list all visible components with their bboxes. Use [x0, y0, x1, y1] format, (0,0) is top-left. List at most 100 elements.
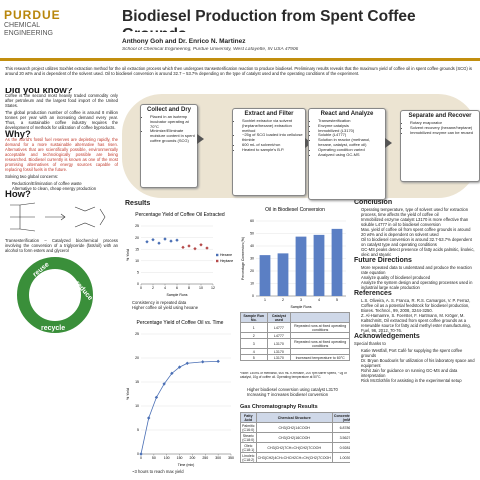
y-tick-label: 20 [250, 269, 254, 273]
process-box: Separate and RecoverRotary evaporatorSol… [400, 110, 480, 182]
point [193, 247, 197, 251]
process-box: Extract and FilterSoxhlet extractor via … [232, 108, 306, 196]
y-axis-label: % Yield [126, 249, 130, 261]
paragraph: As the world's fossil fuel reserves are … [5, 137, 118, 172]
header-cell: Sample Run No. [240, 312, 268, 323]
process-list: Placed in an isotemp incubator operating… [143, 114, 195, 144]
x-tick-label: 5 [336, 298, 338, 302]
right-column: ConclusionOperating temperature, type of… [354, 200, 476, 478]
heading: Did you know? [5, 88, 73, 96]
x-tick-label: 0 [140, 286, 142, 290]
cell: Stearic (C18:0) [240, 432, 257, 443]
cell: 3.562774 [331, 432, 350, 443]
x-tick-label: 100 [164, 456, 170, 460]
list-item: Increasing T increases biodiesel convers… [247, 392, 350, 397]
y-tick-label: 10 [250, 282, 254, 286]
logo-bottom: CHEMICAL ENGINEERING [4, 22, 54, 37]
y-tick-label: 25 [135, 332, 139, 336]
cell: 1.003957 [331, 452, 350, 463]
list-item: Rick McGlothlin for assisting in the exp… [361, 378, 476, 383]
header-cell [290, 312, 350, 323]
point [163, 237, 167, 241]
list-item: Oil to biodiesel conversion is around 32… [361, 237, 476, 247]
x-tick-label: 1 [264, 298, 266, 302]
cell: CH3(CH2)4CH=CHCH2CH=CH(CH2)7COOH [255, 452, 333, 463]
paragraph: Coffee is the second most heavily traded… [5, 93, 118, 108]
note: *Note: 140mL of methanol, 600 mL n-Hexan… [240, 372, 347, 379]
list: L.S. Oliveira, A. S. Franca, R. R.S. Cam… [354, 298, 476, 333]
point [216, 359, 220, 364]
cycle-word: recycle [41, 325, 65, 332]
list-item: Immobilized enzyme can be reused [410, 130, 477, 136]
heading: How? [5, 189, 31, 200]
chart-title: Percentage Yield of Coffee Oil vs. Time [137, 320, 224, 326]
list-item: Analyze quality of biodiesel produced [361, 275, 476, 280]
x-tick-label: 150 [177, 456, 183, 460]
bar [295, 236, 307, 296]
list: More repeated data to understand and pro… [354, 265, 476, 290]
point [147, 416, 151, 420]
bar [313, 234, 325, 296]
results-heading: Results [125, 200, 235, 209]
list-item: Consistency in repeated data [132, 300, 235, 305]
chart: Percentage Yield of Coffee Oil vs. Time T… [126, 320, 234, 467]
list-item: Heated to sample's B.P. [242, 147, 303, 153]
x-tick-label: 0 [140, 456, 142, 460]
point [201, 360, 205, 364]
paragraph: Solving two global concerns: [5, 174, 59, 179]
bullets: Consistency in repeated dataHigher coffe… [125, 299, 235, 311]
list-item: 600 mL of solvent/run [242, 142, 303, 148]
logo-top: PURDUE [4, 8, 61, 22]
process-title: Extract and Filter [244, 111, 294, 117]
point [162, 382, 166, 386]
table-row: Palmitic (C16:0)CH3(CH2)14COOH6.87865235… [240, 422, 350, 433]
process-box: Collect and DryPlaced in an isotemp incu… [140, 104, 198, 188]
y-tick-label: 50 [250, 232, 254, 236]
heading: Acknowledgements [354, 333, 420, 340]
header-cell: Fatty Acid [240, 412, 257, 423]
list-item: ~3 hours to reach max yield [132, 469, 235, 474]
y-tick-label: 40 [250, 244, 254, 248]
point [154, 395, 159, 400]
x-tick-label: 12 [211, 286, 215, 290]
table-row: Oleic (C18:1) CH3(CH2)7CH=CH(CH2)7COOH 0.9… [240, 442, 350, 453]
cell: 3 [240, 338, 268, 349]
y-tick-label: 30 [250, 257, 254, 261]
gc-heading: Gas Chromatography Results [240, 404, 318, 410]
authors: Anthony Goh and Dr. Enrico N. Martinez [122, 38, 246, 45]
cell: Palmitic (C16:0) [240, 422, 257, 433]
title: Biodiesel Production from Spent Coffee G… [122, 8, 416, 32]
list-item: Dr. Bryan Boudouris for utilization of h… [361, 358, 476, 368]
cell: L4777 [266, 322, 292, 333]
y-tick-label: 5 [137, 271, 139, 275]
x-tick-label: 4 [164, 286, 166, 290]
chart: Oil in Biodiesel Conversion Sample Runs Pe… [241, 207, 346, 309]
bullets: Higher biodiesel conversion using cataly… [240, 386, 350, 398]
list-item: Alternative to clean, cheap energy produ… [12, 186, 118, 191]
x-tick-label: 2 [152, 286, 154, 290]
cell: CH3(CH2)7CH=CH(CH2)7COOH [255, 442, 333, 453]
list-item: Rohit Jain for guidance on running GC-MS… [361, 368, 476, 378]
line [140, 360, 219, 455]
table-row: Stearic (C18:0)CH3(CH2)16COOH3.56277419.… [240, 432, 350, 443]
cell: L3170 [266, 338, 292, 349]
process-box: React and AnalyzeTransesterificationEnzy… [308, 108, 386, 200]
list-item: Minimize/Eliminate moisture content in s… [150, 128, 195, 143]
header-cell: Concentrations (mM) [331, 412, 350, 423]
paragraph: Special thanks to [354, 341, 386, 346]
table-row: Sample Run No. Catalyst used [240, 312, 350, 323]
x-tick-label: 4 [318, 298, 320, 302]
point [151, 237, 155, 242]
point [187, 244, 191, 248]
point [175, 238, 179, 242]
legend-swatch [216, 259, 219, 263]
x-tick-label: 350 [228, 456, 234, 460]
x-tick-label: 10 [199, 286, 203, 290]
table-row: Linoleic (C18:2) CH3(CH2)4CH=CHCH2CH=CH(C… [240, 452, 350, 463]
list-item: Analyzed using GC-MS [318, 152, 383, 158]
table: Sample Run No. Catalyst used 1 L4777 Repeate… [240, 312, 350, 361]
chart-title: Oil in Biodiesel Conversion [265, 207, 325, 213]
affiliation: School of Chemical Engineering, Purdue U… [122, 47, 299, 52]
process-list: TransesterificationEnzyme catalysisImmob… [311, 118, 383, 158]
